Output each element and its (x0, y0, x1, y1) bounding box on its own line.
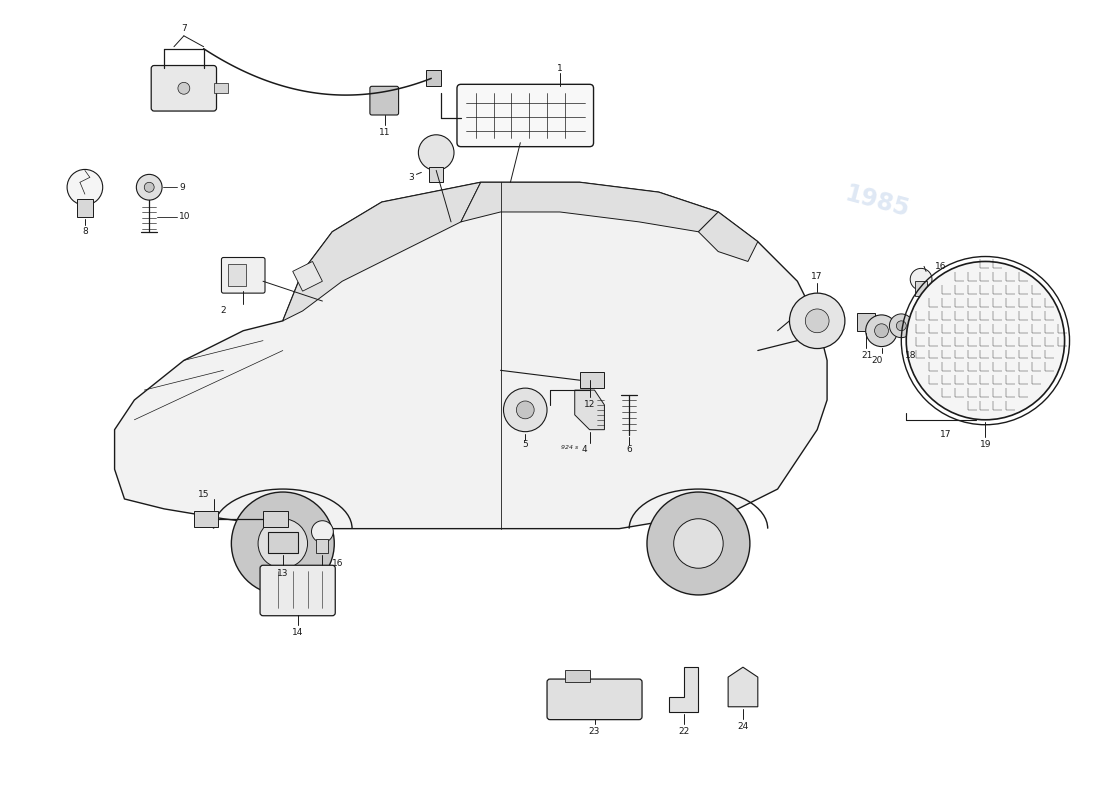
Text: 14: 14 (292, 628, 304, 637)
FancyBboxPatch shape (221, 258, 265, 293)
Circle shape (906, 262, 1065, 420)
Circle shape (136, 174, 162, 200)
Text: 3: 3 (408, 173, 415, 182)
Bar (263, 511, 288, 526)
Circle shape (874, 324, 889, 338)
Circle shape (673, 518, 723, 568)
Bar (564, 670, 590, 682)
Bar (857, 313, 874, 330)
Circle shape (790, 293, 845, 349)
Circle shape (504, 388, 547, 432)
Bar (268, 532, 298, 554)
Text: 24: 24 (737, 722, 749, 731)
Circle shape (805, 309, 829, 333)
Circle shape (67, 170, 102, 205)
Text: 16: 16 (935, 262, 947, 271)
Text: 18: 18 (905, 351, 917, 360)
Text: 9: 9 (179, 182, 185, 192)
Text: 17: 17 (812, 272, 823, 281)
Text: 21: 21 (861, 351, 872, 360)
Text: 6: 6 (626, 445, 632, 454)
Circle shape (178, 82, 190, 94)
Bar (317, 538, 328, 554)
Text: 5: 5 (522, 440, 528, 449)
Text: 22: 22 (678, 727, 690, 736)
Text: 2: 2 (221, 306, 227, 315)
Text: 23: 23 (588, 727, 601, 736)
Bar (429, 167, 443, 182)
Bar (580, 372, 604, 388)
Circle shape (896, 321, 906, 330)
Bar (229, 265, 246, 286)
Polygon shape (283, 182, 481, 321)
Text: 20: 20 (871, 356, 882, 365)
Circle shape (890, 314, 913, 338)
Circle shape (311, 521, 333, 542)
FancyBboxPatch shape (260, 566, 336, 616)
FancyBboxPatch shape (151, 66, 217, 111)
Text: 924 s: 924 s (561, 446, 579, 450)
Text: 7: 7 (182, 25, 187, 34)
Bar (915, 282, 927, 296)
Text: 13: 13 (277, 569, 288, 578)
Text: 16: 16 (331, 558, 343, 568)
Text: 8: 8 (82, 227, 88, 236)
Text: 15: 15 (198, 490, 209, 498)
Polygon shape (461, 182, 718, 232)
FancyBboxPatch shape (456, 84, 594, 146)
Bar (213, 83, 229, 94)
Circle shape (231, 492, 334, 595)
Polygon shape (669, 667, 698, 712)
Text: 4: 4 (582, 445, 587, 454)
Bar (427, 70, 441, 86)
Circle shape (647, 492, 750, 595)
Text: a passion for parts since 1985: a passion for parts since 1985 (549, 340, 749, 381)
Text: 10: 10 (179, 213, 190, 222)
Circle shape (866, 315, 898, 346)
Circle shape (418, 134, 454, 170)
Polygon shape (574, 390, 604, 430)
Text: 1: 1 (557, 64, 563, 73)
FancyBboxPatch shape (370, 86, 398, 115)
Polygon shape (728, 667, 758, 706)
Circle shape (910, 268, 932, 290)
Circle shape (258, 518, 308, 568)
Circle shape (144, 182, 154, 192)
Text: 17: 17 (940, 430, 952, 439)
Circle shape (516, 401, 535, 419)
FancyBboxPatch shape (547, 679, 642, 720)
Text: 1985: 1985 (842, 182, 912, 222)
Text: 12: 12 (584, 401, 595, 410)
Text: 19: 19 (980, 440, 991, 449)
Bar (77, 199, 92, 217)
Polygon shape (114, 182, 827, 529)
Polygon shape (293, 262, 322, 291)
Bar (194, 511, 219, 526)
Polygon shape (698, 212, 758, 262)
Text: EUROSPARES: EUROSPARES (581, 278, 777, 304)
Text: 11: 11 (379, 128, 390, 138)
